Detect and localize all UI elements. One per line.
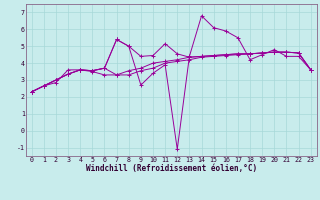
X-axis label: Windchill (Refroidissement éolien,°C): Windchill (Refroidissement éolien,°C) xyxy=(86,164,257,173)
